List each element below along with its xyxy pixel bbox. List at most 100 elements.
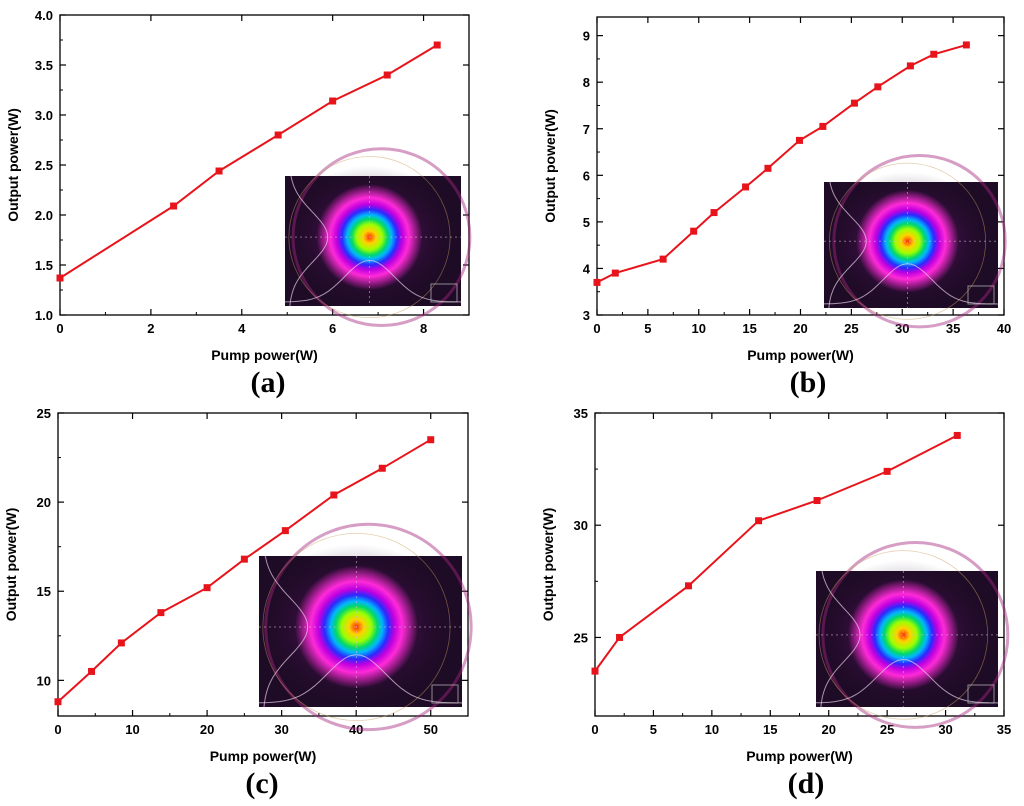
series-line [57, 438, 432, 703]
inset-scale-box [430, 283, 458, 303]
inset-ring [832, 154, 1007, 329]
inset-profile-horizontal [284, 259, 461, 303]
y-tick-label: 1.0 [35, 308, 53, 323]
data-point [54, 698, 62, 706]
x-tick-label: 25 [844, 321, 858, 336]
data-point [850, 99, 858, 107]
inset-profile-vertical [828, 181, 867, 309]
data-point [611, 269, 619, 277]
inset-aperture-circle [829, 162, 987, 320]
chart-panel-2: 0 5 10 15 20 25 30 35 40 3 4 5 6 7 8 9 Pump power(W) Outp… [542, 16, 1011, 399]
y-axis-title: Output power(W) [542, 109, 558, 223]
x-tick-label: 6 [329, 321, 336, 336]
data-point [240, 555, 248, 563]
x-tick-label: 0 [591, 722, 598, 737]
x-tick-label: 30 [938, 722, 952, 737]
x-tick-label: 5 [650, 722, 657, 737]
x-tick-label: 10 [705, 722, 719, 737]
data-point [930, 50, 938, 58]
y-tick-label: 15 [37, 584, 51, 599]
x-tick-label: 25 [880, 722, 894, 737]
beam-profile-inset [281, 147, 472, 328]
data-point [215, 167, 223, 175]
data-point [170, 202, 178, 210]
y-tick-label: 8 [583, 75, 590, 90]
data-point [383, 71, 391, 79]
x-tick-label: 4 [238, 321, 246, 336]
x-tick-label: 10 [125, 722, 139, 737]
x-axis-title: Pump power(W) [211, 347, 318, 363]
y-tick-label: 3 [583, 308, 590, 323]
y-tick-label: 2.5 [35, 158, 53, 173]
chart-panel-4: 0 5 10 15 20 25 30 35 25 30 35 Pump power(W) Output … [540, 406, 1011, 800]
y-tick-label: 5 [583, 215, 590, 230]
x-axis-title: Pump power(W) [746, 748, 853, 764]
inset-beam-spot [856, 189, 959, 293]
x-tick-label: 15 [763, 722, 777, 737]
data-point [117, 639, 125, 647]
beam-profile-inset [820, 154, 1007, 329]
inset-scale-box [967, 285, 995, 305]
y-tick-label: 1.5 [35, 258, 53, 273]
y-axis-title: Output power(W) [540, 508, 556, 622]
data-point [329, 97, 337, 105]
x-tick-label: 0 [56, 321, 63, 336]
x-tick-label: 20 [793, 321, 807, 336]
data-point [330, 491, 338, 499]
inset-scale-box [431, 684, 459, 704]
series-line [596, 43, 967, 284]
x-axis-title: Pump power(W) [210, 748, 317, 764]
data-point [616, 633, 624, 641]
y-tick-label: 3.0 [35, 108, 53, 123]
data-point [953, 431, 961, 439]
inset-ring [291, 147, 472, 328]
data-point [742, 183, 750, 191]
data-point [157, 609, 165, 617]
data-point [795, 136, 803, 144]
inset-profile-horizontal [823, 263, 999, 305]
data-point [764, 164, 772, 172]
x-tick-label: 35 [946, 321, 960, 336]
y-tick-label: 10 [37, 673, 51, 688]
inset-aperture-circle [262, 532, 451, 721]
data-point [203, 584, 211, 592]
inset-profile-vertical [263, 555, 309, 708]
y-tick-label: 25 [574, 630, 588, 645]
chart-panel-1: 0 2 4 6 8 1.0 1.5 2.0 2.5 3.0 3.5 4.0 Pump power(W) O… [5, 8, 472, 399]
data-point [684, 582, 692, 590]
panel-label: (b) [790, 366, 827, 399]
data-point [906, 62, 914, 70]
y-tick-label: 35 [574, 406, 588, 421]
data-point [427, 436, 435, 444]
data-point [378, 464, 386, 472]
x-tick-label: 20 [200, 722, 214, 737]
inset-profile-horizontal [258, 654, 462, 704]
x-tick-label: 35 [997, 722, 1011, 737]
y-axis-title: Output power(W) [5, 108, 21, 222]
data-point [819, 122, 827, 130]
data-point [433, 41, 441, 49]
inset-scale-box [967, 684, 995, 704]
data-point [755, 517, 763, 525]
panel-label: (c) [245, 767, 278, 800]
panel-label: (d) [788, 767, 825, 800]
data-point [874, 83, 882, 91]
y-tick-label: 6 [583, 168, 590, 183]
inset-aperture-circle [288, 156, 451, 319]
y-tick-label: 4 [583, 261, 591, 276]
x-tick-label: 5 [644, 321, 651, 336]
data-point [88, 667, 96, 675]
y-tick-label: 3.5 [35, 58, 53, 73]
chart-panel-3: 0 10 20 30 40 50 10 15 20 25 Pump power(W) Output p… [3, 406, 473, 800]
x-tick-label: 15 [742, 321, 756, 336]
data-point [593, 278, 601, 286]
data-point [883, 467, 891, 475]
data-point [710, 209, 718, 217]
x-tick-label: 2 [147, 321, 154, 336]
y-axis-title: Output power(W) [3, 508, 19, 622]
x-tick-label: 40 [349, 722, 363, 737]
data-point [659, 255, 667, 263]
x-tick-label: 0 [593, 321, 600, 336]
inset-profile-vertical [289, 175, 329, 307]
